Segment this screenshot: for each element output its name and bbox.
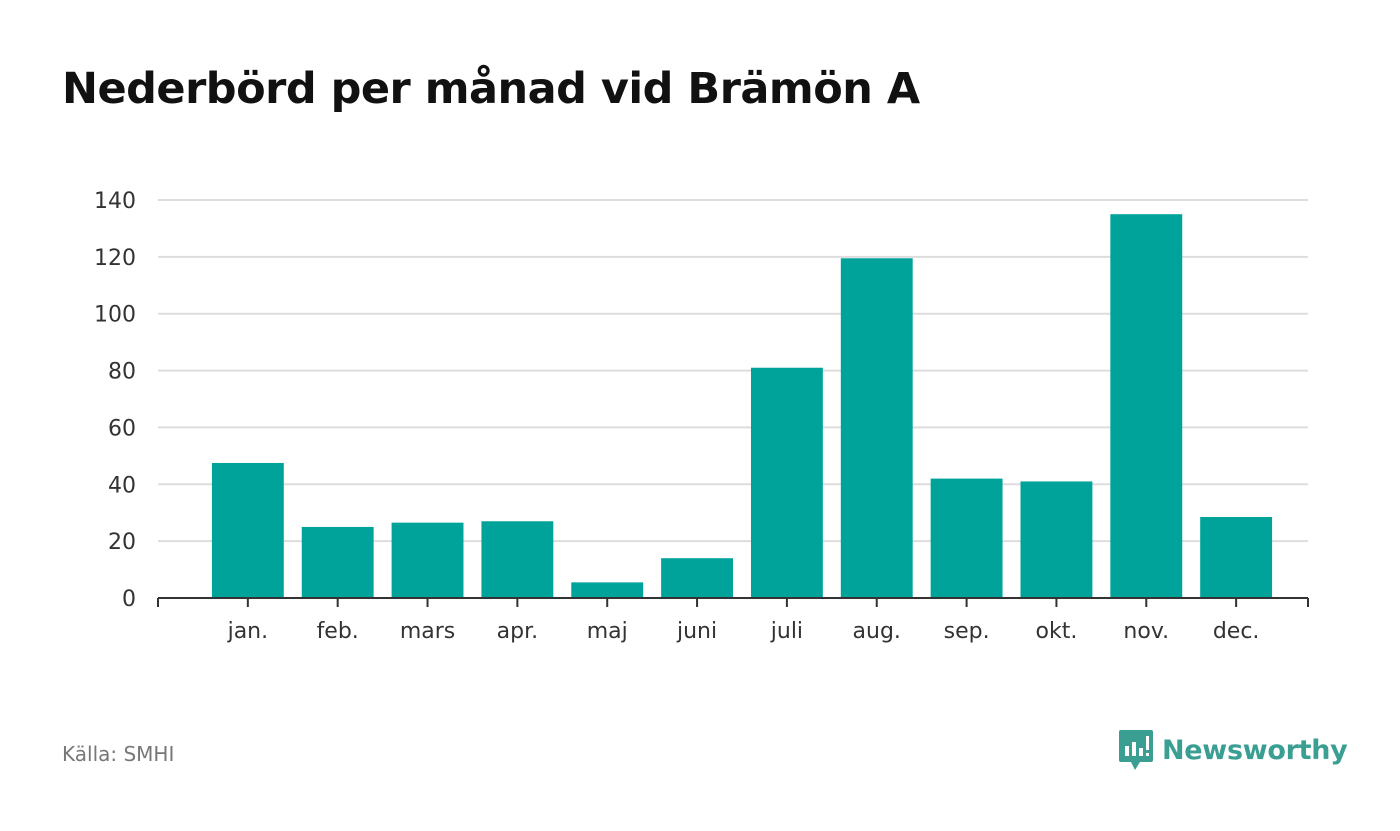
x-tick-label: nov.	[1123, 619, 1169, 644]
x-tick-label: mars	[400, 619, 455, 644]
bar-4	[571, 582, 644, 598]
bar-0	[211, 462, 284, 598]
bar-2	[391, 522, 464, 598]
x-tick-label: dec.	[1213, 619, 1260, 644]
bar-chart: 0 20 40 60 80 100 120 140 jan. feb. mars apr. maj ju…	[94, 189, 1309, 644]
y-tick-label: 60	[108, 416, 136, 441]
x-tick-label: aug.	[853, 619, 901, 644]
y-tick-label: 40	[108, 473, 136, 498]
newsworthy-logo-icon	[1119, 730, 1153, 770]
bar-6	[750, 367, 823, 598]
x-tick-label: maj	[587, 619, 628, 644]
bars	[211, 214, 1273, 598]
x-tick-label: sep.	[944, 619, 990, 644]
y-tick-label: 100	[94, 303, 136, 328]
bar-9	[1020, 481, 1093, 598]
x-tick-label: juli	[770, 619, 803, 644]
bar-11	[1200, 516, 1273, 598]
bar-8	[930, 478, 1003, 598]
x-tick-label: juni	[676, 619, 717, 644]
y-tick-label: 0	[122, 587, 136, 612]
y-axis-ticks: 0 20 40 60 80 100 120 140	[94, 189, 136, 612]
brand-logo[interactable]: Newsworthy	[1118, 728, 1348, 772]
bar-3	[481, 521, 554, 598]
bar-1	[301, 526, 374, 598]
y-tick-label: 120	[94, 246, 136, 271]
x-tick-label: jan.	[227, 619, 269, 644]
source-note: Källa: SMHI	[62, 742, 175, 766]
brand-name: Newsworthy	[1162, 734, 1348, 766]
x-axis: jan. feb. mars apr. maj juni juli aug. sep. okt. n…	[157, 597, 1309, 644]
x-tick-label: apr.	[497, 619, 538, 644]
chart-title: Nederbörd per månad vid Brämön A	[62, 64, 920, 114]
bar-7	[840, 258, 913, 598]
bar-5	[661, 558, 733, 598]
x-tick-label: okt.	[1036, 619, 1078, 644]
bar-10	[1110, 214, 1183, 598]
y-tick-label: 80	[108, 360, 136, 385]
x-tick-label: feb.	[317, 619, 359, 644]
y-tick-label: 20	[108, 530, 136, 555]
y-tick-label: 140	[94, 189, 136, 214]
